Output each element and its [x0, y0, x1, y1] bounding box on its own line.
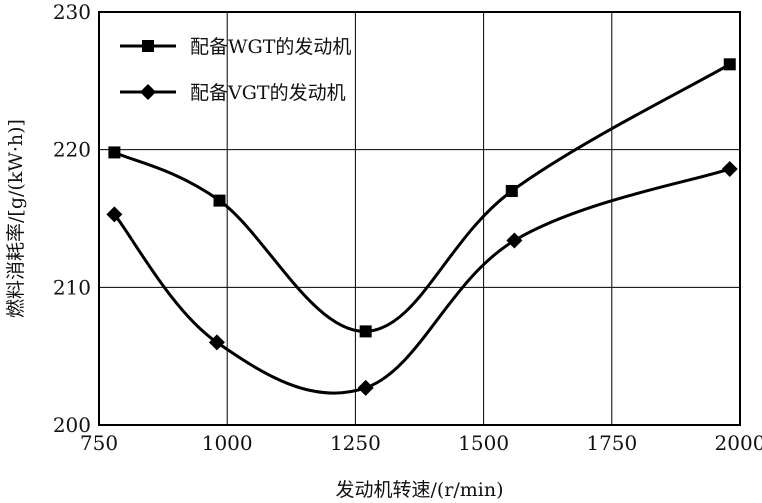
- series-2: [106, 160, 738, 396]
- legend-item: 配备VGT的发动机: [120, 82, 346, 104]
- legend-diamond-icon: [140, 84, 156, 100]
- grid: [99, 12, 740, 425]
- x-tick-label: 1250: [330, 431, 381, 455]
- x-tick-label: 2000: [715, 431, 762, 455]
- y-tick-label: 220: [53, 138, 91, 162]
- series-line: [113, 63, 731, 333]
- legend-item: 配备WGT的发动机: [120, 36, 351, 58]
- diamond-marker: [721, 160, 738, 177]
- legend-label: 配备VGT的发动机: [190, 82, 346, 104]
- diamond-marker: [106, 206, 123, 223]
- y-axis-title: 燃料消耗率/[g/(kW·h)]: [5, 119, 27, 318]
- diamond-marker: [208, 334, 225, 351]
- tick-labels: 750 1000 1250 1500 1750 2000 200 210 220 230: [53, 0, 762, 455]
- x-axis-title: 发动机转速/(r/min): [335, 479, 503, 501]
- square-marker: [723, 58, 736, 71]
- square-marker: [359, 325, 372, 338]
- legend-label: 配备WGT的发动机: [190, 36, 351, 58]
- series-1: [108, 58, 736, 338]
- series-layer: [106, 58, 738, 396]
- square-marker: [505, 184, 518, 197]
- square-marker: [108, 146, 121, 159]
- x-tick-label: 1750: [586, 431, 637, 455]
- y-tick-label: 210: [53, 275, 91, 299]
- x-tick-label: 1000: [202, 431, 253, 455]
- diamond-marker: [506, 232, 523, 249]
- square-marker: [213, 194, 226, 207]
- y-tick-label: 230: [53, 0, 91, 24]
- legend-square-icon: [142, 40, 154, 52]
- x-tick-label: 750: [80, 431, 118, 455]
- plot-frame: [98, 11, 741, 426]
- diamond-marker: [357, 379, 374, 396]
- y-tick-label: 200: [53, 413, 91, 437]
- x-tick-label: 1500: [458, 431, 509, 455]
- series-line: [113, 167, 731, 395]
